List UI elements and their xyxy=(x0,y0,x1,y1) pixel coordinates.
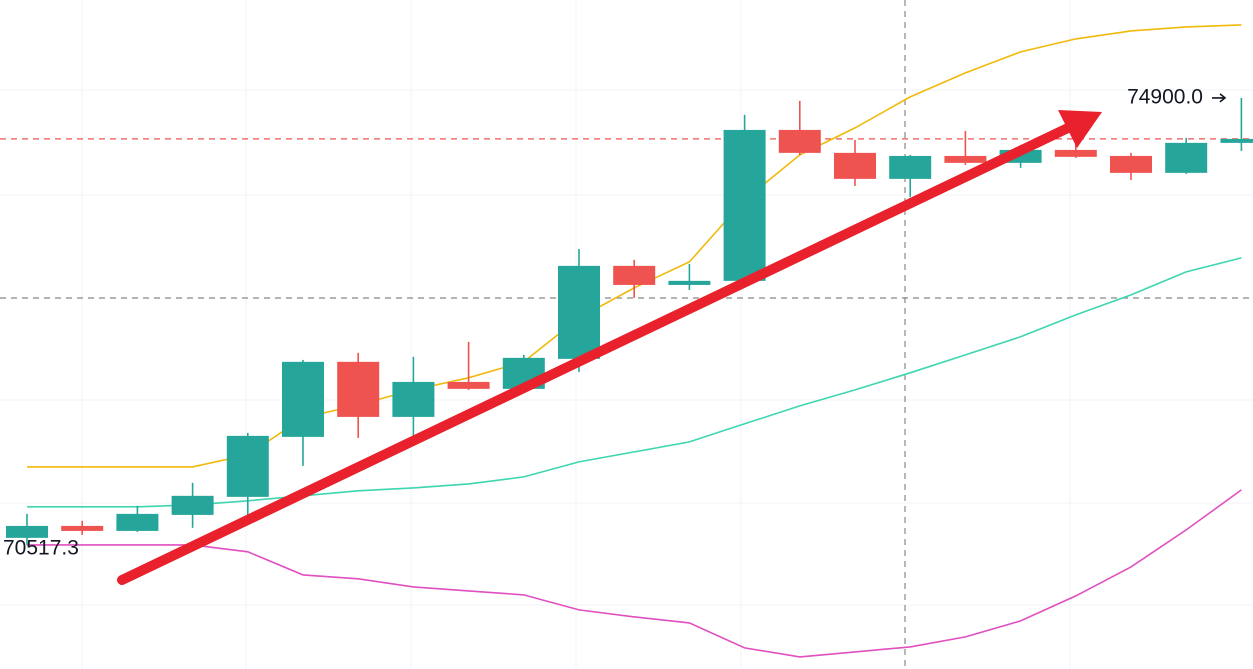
candle-body xyxy=(337,361,380,417)
candle xyxy=(392,356,435,436)
candle-body xyxy=(447,381,490,389)
candle-body xyxy=(889,155,932,179)
indicator-line xyxy=(27,489,1242,658)
candle-body xyxy=(1054,149,1097,157)
candle xyxy=(889,154,932,197)
candle xyxy=(226,432,269,516)
low-price-label: 70517.3 xyxy=(3,536,79,559)
candle xyxy=(337,352,380,438)
candle xyxy=(61,520,104,535)
candle xyxy=(116,505,159,532)
high-price-label: 74900.0 xyxy=(1127,85,1203,108)
candle xyxy=(613,259,656,298)
candle-body xyxy=(723,129,766,281)
candle-body xyxy=(1220,138,1253,143)
candle xyxy=(558,248,600,372)
candle-body xyxy=(6,525,48,538)
candle xyxy=(6,513,48,545)
candle xyxy=(778,100,821,155)
candle xyxy=(723,114,766,282)
candle xyxy=(944,130,987,165)
candle xyxy=(282,359,324,466)
indicator-line xyxy=(27,257,1242,508)
candle-body xyxy=(834,152,876,179)
candle-body xyxy=(392,381,435,417)
high-price-arrow xyxy=(1212,93,1227,103)
candle-body xyxy=(226,435,269,497)
candle-body xyxy=(171,495,214,515)
candle-body xyxy=(668,280,711,285)
candle xyxy=(1220,97,1253,151)
trend-arrow-head xyxy=(1058,110,1102,148)
candle-body xyxy=(778,129,821,153)
trend-arrow xyxy=(117,110,1102,585)
candle-body xyxy=(558,265,600,359)
candle xyxy=(1110,152,1152,180)
candle-body xyxy=(116,513,159,531)
trend-arrow-shaft xyxy=(117,122,1075,585)
candle xyxy=(171,482,214,528)
candle-body xyxy=(1165,142,1208,173)
candle-body xyxy=(1110,155,1152,173)
candle xyxy=(834,139,876,186)
candle xyxy=(668,263,711,290)
candle xyxy=(447,341,490,390)
candle xyxy=(1165,137,1208,174)
candle-body xyxy=(282,361,324,437)
plot xyxy=(0,24,1253,658)
candle-body xyxy=(613,265,656,285)
candle-body xyxy=(944,155,987,163)
indicator-line xyxy=(27,24,1242,468)
candle-body xyxy=(61,525,104,531)
